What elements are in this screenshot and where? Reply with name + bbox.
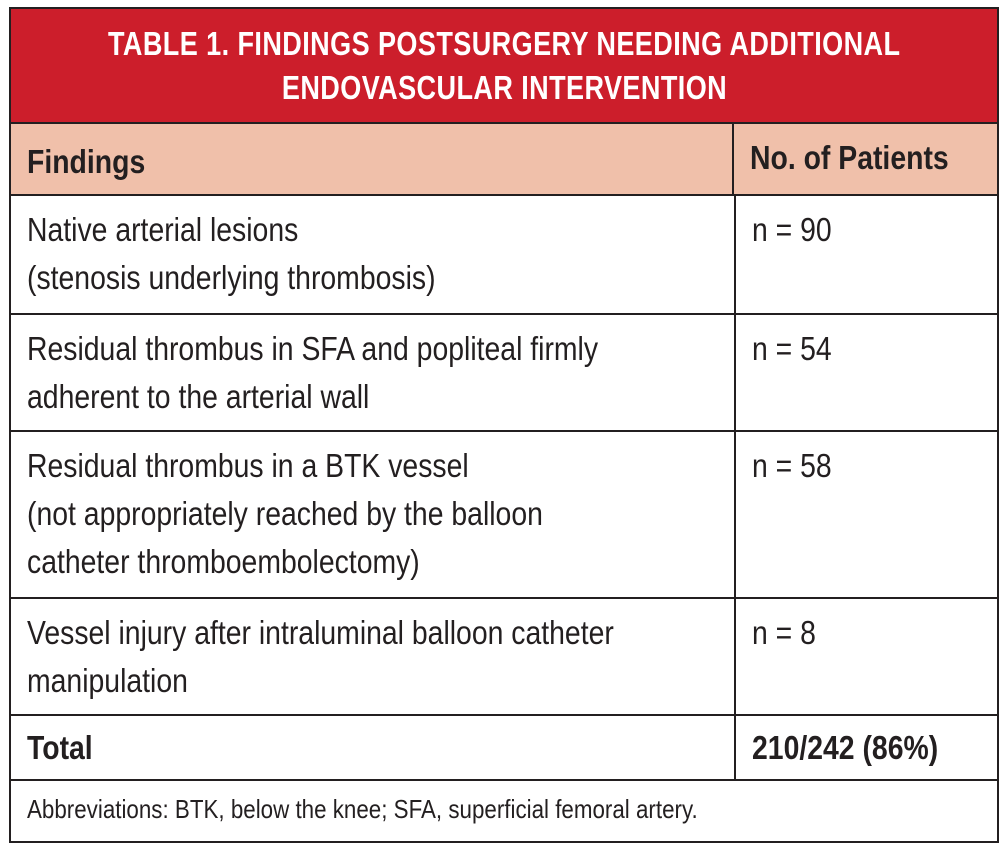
table-row: Vessel injury after intraluminal balloon…: [11, 599, 997, 716]
finding-text: Native arterial lesions: [27, 211, 299, 248]
total-value-cell: 210/242 (86%): [736, 716, 997, 779]
finding-cell: Vessel injury after intraluminal balloon…: [11, 599, 736, 714]
header-patients-label: No. of Patients: [749, 139, 949, 176]
patients-count: n = 90: [752, 211, 832, 248]
table-header-row: Findings No. of Patients: [11, 124, 997, 196]
patients-cell: n = 54: [736, 315, 997, 430]
finding-text: (stenosis underlying thrombosis): [27, 259, 436, 296]
finding-text: catheter thromboembolectomy): [27, 543, 420, 580]
finding-text: (not appropriately reached by the balloo…: [27, 495, 543, 532]
finding-text: adherent to the arterial wall: [27, 378, 370, 415]
patients-cell: n = 8: [736, 599, 997, 714]
total-value: 210/242 (86%): [752, 729, 939, 766]
table-total-row: Total 210/242 (86%): [11, 716, 997, 781]
table-row: Native arterial lesions (stenosis underl…: [11, 196, 997, 315]
finding-cell: Residual thrombus in a BTK vessel (not a…: [11, 432, 736, 597]
table-title-line-1: TABLE 1. FINDINGS POSTSURGERY NEEDING AD…: [107, 24, 901, 62]
patients-cell: n = 58: [736, 432, 997, 597]
finding-text: Vessel injury after intraluminal balloon…: [27, 614, 614, 651]
patients-count: n = 8: [752, 614, 816, 651]
total-label-cell: Total: [11, 716, 736, 779]
patients-count: n = 58: [752, 447, 832, 484]
table-footnote: Abbreviations: BTK, below the knee; SFA,…: [11, 781, 997, 841]
header-findings-label: Findings: [27, 143, 146, 180]
finding-text: manipulation: [27, 662, 188, 699]
finding-cell: Residual thrombus in SFA and popliteal f…: [11, 315, 736, 430]
finding-text: Residual thrombus in a BTK vessel: [27, 447, 469, 484]
table-row: Residual thrombus in a BTK vessel (not a…: [11, 432, 997, 599]
finding-cell: Native arterial lesions (stenosis underl…: [11, 196, 736, 313]
table-row: Residual thrombus in SFA and popliteal f…: [11, 315, 997, 432]
header-patients: No. of Patients: [734, 124, 997, 194]
finding-text: Residual thrombus in SFA and popliteal f…: [27, 330, 599, 367]
patients-cell: n = 90: [736, 196, 997, 313]
patients-count: n = 54: [752, 330, 832, 367]
total-label: Total: [27, 729, 93, 766]
table-title-line-2: ENDOVASCULAR INTERVENTION: [281, 68, 727, 106]
table-title: TABLE 1. FINDINGS POSTSURGERY NEEDING AD…: [11, 9, 997, 124]
findings-table: TABLE 1. FINDINGS POSTSURGERY NEEDING AD…: [9, 7, 999, 843]
footnote-text: Abbreviations: BTK, below the knee; SFA,…: [27, 794, 698, 824]
header-findings: Findings: [11, 124, 734, 194]
